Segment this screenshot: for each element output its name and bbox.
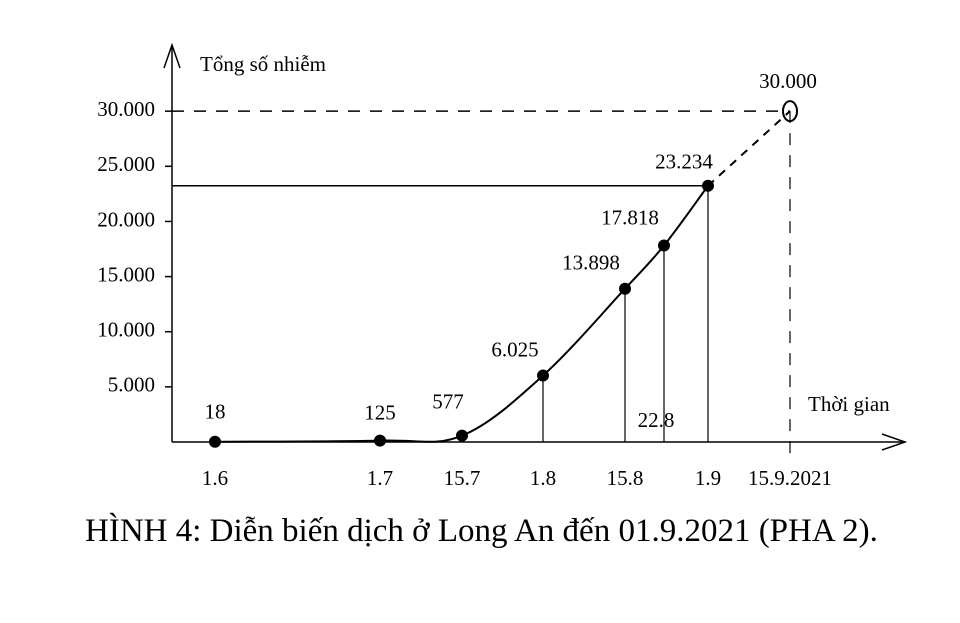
x-tick-label: 1.7 — [367, 466, 393, 490]
data-point — [374, 434, 386, 447]
y-tick-label: 30.000 — [97, 97, 155, 121]
value-label: 18 — [205, 400, 226, 424]
x-axis-label: Thời gian — [808, 392, 890, 416]
value-label: 125 — [364, 400, 396, 424]
x-tick-label: 1.9 — [695, 466, 721, 490]
x-tick-label: 22.8 — [638, 408, 675, 432]
y-tick-label: 25.000 — [97, 152, 155, 176]
x-axis-arrow — [881, 433, 908, 451]
value-label: 13.898 — [562, 251, 620, 275]
data-point — [782, 100, 798, 123]
projection-line — [707, 110, 791, 187]
x-tick-label: 15.9.2021 — [748, 466, 832, 490]
value-label: 23.234 — [655, 150, 713, 174]
value-label: 577 — [432, 389, 464, 413]
y-tick-label: 15.000 — [97, 262, 155, 286]
x-tick-label: 15.7 — [444, 466, 481, 490]
value-label: 6.025 — [491, 337, 538, 361]
x-tick-label: 15.8 — [607, 466, 644, 490]
y-tick-label: 10.000 — [97, 318, 155, 342]
caption: HÌNH 4: Diễn biến dịch ở Long An đến 01.… — [85, 513, 878, 549]
data-point — [658, 239, 670, 252]
value-label: 17.818 — [601, 205, 659, 229]
chart: Tổng số nhiễm Thời gian 5.000 10.000 15.00… — [97, 42, 908, 490]
x-tick-label: 1.6 — [202, 466, 228, 490]
data-point — [619, 282, 631, 295]
y-tick-label: 20.000 — [97, 207, 155, 231]
x-tick-label: 1.8 — [530, 466, 556, 490]
value-label: 30.000 — [759, 69, 817, 93]
data-point — [702, 179, 714, 192]
y-axis-label: Tổng số nhiễm — [200, 52, 326, 76]
y-tick-label: 5.000 — [108, 373, 155, 397]
y-axis-arrow — [163, 42, 181, 69]
data-point — [537, 369, 549, 382]
data-point — [456, 429, 468, 442]
data-point — [209, 435, 221, 448]
